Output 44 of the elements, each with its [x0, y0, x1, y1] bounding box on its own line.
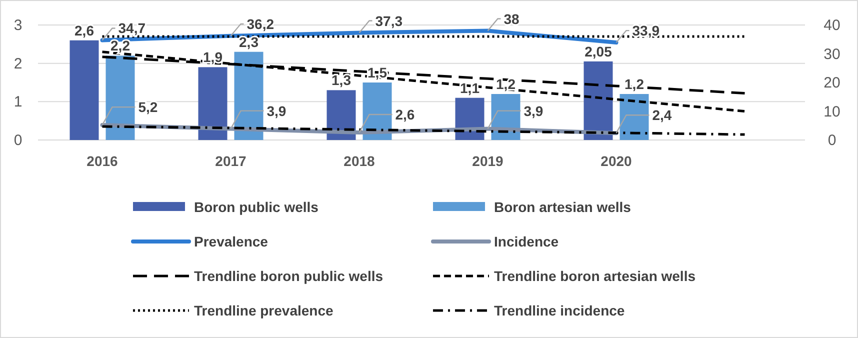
bar: [198, 67, 228, 140]
y2-tick-label: 30: [824, 46, 840, 63]
x-tick-label: 2018: [344, 153, 376, 169]
data-label: 34,7: [118, 20, 146, 36]
legend-label: Trendline boron artesian wells: [494, 268, 696, 284]
line-series: [101, 125, 746, 136]
data-label: 1,9: [203, 49, 223, 66]
data-label: 2,6: [74, 22, 94, 38]
legend-label: Incidence: [494, 234, 559, 250]
y2-tick-label: 10: [824, 103, 840, 120]
data-label: 38: [504, 10, 520, 27]
y-tick-label: 1: [14, 94, 22, 111]
bar: [106, 56, 135, 140]
legend-label: Prevalence: [194, 234, 268, 250]
data-label: 37,3: [375, 12, 403, 29]
data-label: 2,3: [239, 34, 259, 50]
y2-tick-label: 20: [824, 74, 840, 92]
y-tick-label: 3: [14, 17, 22, 34]
bar: [70, 40, 99, 140]
y2-tick-label: 0: [828, 132, 836, 149]
data-label: 2,05: [584, 43, 612, 60]
data-label: 2,2: [110, 38, 130, 54]
legend-label: Boron artesian wells: [494, 199, 632, 215]
legend-label: Boron public wells: [194, 199, 319, 215]
y2-tick-label: 40: [824, 17, 840, 34]
legend-label: Trendline boron public wells: [194, 268, 384, 284]
bar: [234, 52, 264, 140]
data-label: 5,2: [138, 99, 158, 116]
y-tick-label: 0: [14, 132, 22, 149]
data-label: 1,3: [332, 72, 352, 88]
x-tick-label: 2017: [215, 153, 247, 169]
x-tick-label: 2020: [600, 153, 632, 169]
data-label: 2,6: [395, 106, 415, 123]
x-tick-label: 2016: [86, 153, 118, 169]
data-label: 3,9: [524, 102, 544, 119]
legend-label: Trendline prevalence: [194, 302, 334, 318]
data-label: 33,9: [632, 22, 660, 39]
y-tick-label: 2: [14, 55, 22, 72]
legend-label: Trendline incidence: [494, 302, 625, 318]
data-label: 2,4: [652, 107, 672, 124]
data-label: 36,2: [246, 16, 274, 32]
x-tick-label: 2019: [472, 153, 504, 169]
bar: [620, 94, 649, 140]
data-label: 3,9: [266, 102, 286, 119]
